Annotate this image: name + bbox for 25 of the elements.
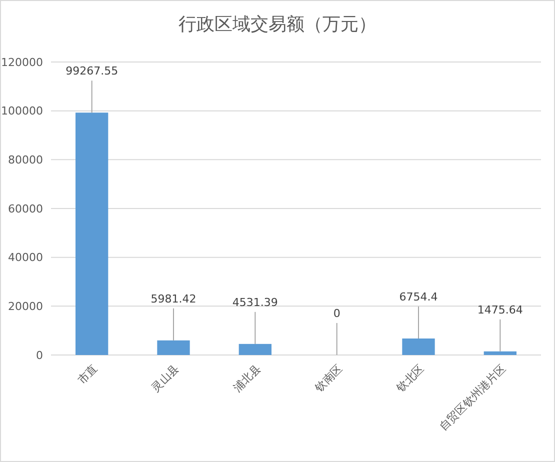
- x-tick-label: 浦北县: [230, 362, 264, 394]
- bar: [402, 338, 435, 355]
- x-tick-label: 钦南区: [312, 362, 345, 396]
- bar: [157, 340, 190, 355]
- y-tick-label: 120000: [1, 56, 43, 69]
- y-tick-label: 20000: [8, 300, 43, 314]
- bar: [76, 112, 108, 355]
- data-label: 4531.39: [232, 296, 278, 309]
- y-tick-label: 80000: [8, 154, 43, 167]
- y-tick-label: 0: [36, 348, 43, 362]
- chart-title: 行政区域交易额（万元）: [178, 14, 376, 35]
- x-tick-label: 灵山县: [149, 362, 182, 394]
- data-label: 99267.55: [66, 64, 118, 78]
- bar: [484, 351, 516, 355]
- data-label: 0: [333, 307, 340, 320]
- y-tick-label: 100000: [1, 104, 43, 118]
- x-tick-label: 自贸区钦州港片区: [436, 362, 508, 434]
- data-label: 5981.42: [150, 292, 196, 306]
- bar: [238, 344, 272, 355]
- x-tick-label: 钦北区: [393, 362, 427, 396]
- y-tick-label: 60000: [8, 202, 43, 216]
- y-tick-label: 40000: [8, 251, 43, 264]
- data-label: 1475.64: [477, 303, 523, 316]
- data-label: 6754.4: [399, 290, 438, 304]
- x-tick-label: 市直: [75, 362, 100, 387]
